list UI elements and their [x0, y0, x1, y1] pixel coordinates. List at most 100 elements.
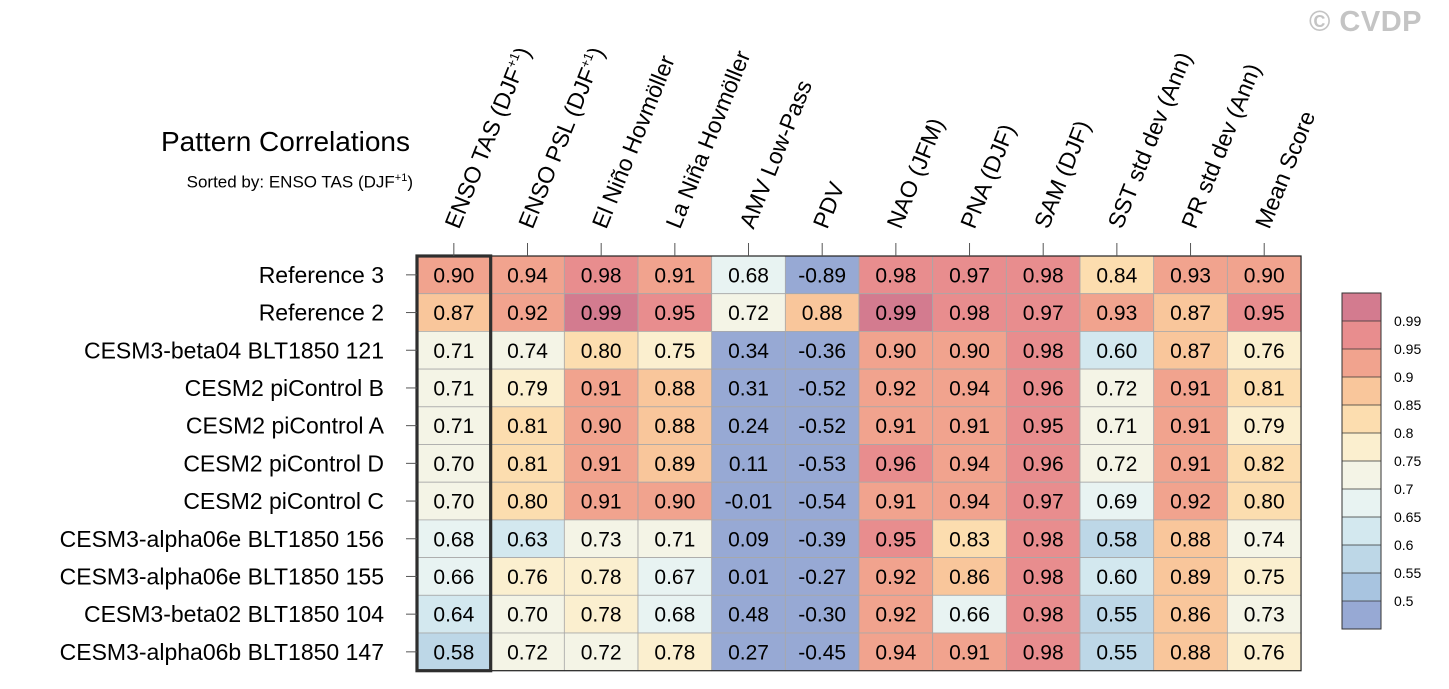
chart-subtitle: Sorted by: ENSO TAS (DJF+1): [187, 172, 413, 193]
colorbar-segment: [1342, 489, 1381, 517]
cell-value-label: -0.52: [798, 377, 846, 400]
heatmap-cell: [1226, 255, 1302, 295]
cell-value-label: 0.98: [1023, 604, 1064, 627]
heatmap-cell: [711, 406, 786, 445]
heatmap-cell: [416, 594, 492, 634]
column-label: Mean Score: [1250, 107, 1321, 232]
colorbar-level-label: 0.9: [1394, 369, 1414, 385]
colorbar-segment: [1342, 433, 1381, 461]
column-label: AMV Low-Pass: [734, 76, 817, 232]
heatmap-cell: [1153, 293, 1228, 332]
cell-value-label: 0.71: [1096, 415, 1137, 438]
cell-value-label: 0.72: [1096, 377, 1137, 400]
cell-value-label: 0.78: [581, 604, 622, 627]
heatmap-cell: [858, 594, 934, 634]
cell-value-label: 0.90: [875, 340, 916, 363]
cell-value-label: -0.89: [798, 264, 846, 287]
colorbar-level-label: 0.65: [1394, 509, 1421, 525]
subtitle-text: Sorted by: ENSO TAS (DJF: [186, 172, 395, 192]
subtitle-superscript: +1: [394, 172, 408, 184]
cell-value-label: 0.94: [875, 641, 916, 664]
cell-value-label: 0.90: [949, 340, 990, 363]
heatmap-cell: [932, 632, 1007, 672]
heatmap-cell: [1005, 557, 1081, 596]
cell-value-label: 0.92: [875, 566, 916, 589]
cell-value-label: 0.95: [1023, 415, 1064, 438]
heatmap-cell: [858, 481, 934, 521]
colorbar-level-label: 0.99: [1394, 313, 1421, 329]
column-label-superscript: +1: [577, 50, 596, 69]
cell-value-label: 0.24: [728, 415, 769, 438]
heatmap-cell: [932, 330, 1007, 370]
cell-value-label: 0.84: [1096, 264, 1137, 287]
column-label-text: PNA (DJF): [955, 120, 1020, 232]
heatmap-cell: [1079, 330, 1155, 370]
colorbar-segment: [1342, 461, 1381, 489]
colorbar-segment: [1342, 349, 1381, 377]
cell-value-label: 0.60: [1096, 340, 1137, 363]
cell-value-label: 0.91: [581, 377, 622, 400]
cell-value-label: -0.01: [725, 491, 773, 514]
heatmap-cell: [1153, 444, 1228, 483]
heatmap-cell: [932, 557, 1007, 596]
heatmap-cell: [490, 557, 565, 596]
heatmap-cell: [1079, 557, 1155, 596]
cell-value-label: 0.94: [949, 453, 990, 476]
row-label: CESM3-alpha06b BLT1850 147: [60, 639, 384, 665]
cell-value-label: 0.34: [728, 340, 769, 363]
cell-value-label: 0.94: [949, 491, 990, 514]
cell-value-label: -0.39: [798, 528, 846, 551]
subtitle-end: ): [407, 172, 413, 192]
row-label: CESM2 piControl B: [185, 375, 384, 401]
cell-value-label: 0.74: [507, 340, 548, 363]
heatmap-cell: [1226, 519, 1302, 559]
cell-value-label: 0.98: [1023, 528, 1064, 551]
cell-value-label: 0.98: [1023, 264, 1064, 287]
heatmap-cell: [1005, 444, 1081, 483]
cell-value-label: 0.89: [654, 453, 695, 476]
heatmap-cell: [490, 481, 565, 521]
cell-value-label: 0.81: [507, 415, 548, 438]
row-label: CESM3-beta04 BLT1850 121: [84, 337, 384, 363]
cell-value-label: 0.98: [875, 264, 916, 287]
heatmap-cell: [858, 255, 934, 295]
cell-value-label: 0.79: [507, 377, 548, 400]
heatmap-cell: [1005, 406, 1081, 445]
heatmap-cell: [1079, 481, 1155, 521]
cell-value-label: 0.98: [1023, 641, 1064, 664]
cell-value-label: 0.87: [1170, 340, 1211, 363]
heatmap-cell: [1005, 255, 1081, 295]
cell-value-label: 0.91: [875, 415, 916, 438]
cell-value-label: 0.63: [507, 528, 548, 551]
heatmap-cell: [490, 406, 565, 445]
colorbar-segment: [1342, 405, 1381, 433]
cell-value-label: 0.82: [1244, 453, 1285, 476]
heatmap-cell: [1153, 557, 1228, 596]
row-label: CESM3-beta02 BLT1850 104: [84, 601, 384, 627]
row-label: CESM2 piControl C: [183, 488, 384, 514]
colorbar-level-label: 0.95: [1394, 341, 1421, 357]
column-label: El Niño Hovmöller: [587, 51, 680, 232]
cell-value-label: 0.97: [949, 264, 990, 287]
cell-value-label: 0.87: [1170, 302, 1211, 325]
cell-value-label: 0.98: [581, 264, 622, 287]
cell-value-label: 0.90: [654, 491, 695, 514]
heatmap-cell: [1226, 594, 1302, 634]
cell-value-label: 0.88: [1170, 528, 1211, 551]
heatmap-cell: [563, 330, 639, 370]
colorbar-segment: [1342, 545, 1381, 573]
cell-value-label: 0.91: [654, 264, 695, 287]
cell-value-label: 0.73: [1244, 604, 1285, 627]
cell-value-label: 0.94: [507, 264, 548, 287]
column-label-text: SAM (DJF): [1029, 117, 1096, 232]
column-label: PDV: [808, 178, 850, 232]
cell-value-label: 0.27: [728, 641, 769, 664]
cell-value-label: 0.90: [433, 264, 474, 287]
heatmap-cell: [563, 557, 639, 596]
colorbar-level-label: 0.55: [1394, 565, 1421, 581]
cell-value-label: 0.72: [1096, 453, 1137, 476]
colorbar-level-label: 0.7: [1394, 481, 1414, 497]
cell-value-label: 0.96: [875, 453, 916, 476]
cell-value-label: 0.80: [1244, 491, 1285, 514]
heatmap-cell: [1079, 293, 1155, 332]
